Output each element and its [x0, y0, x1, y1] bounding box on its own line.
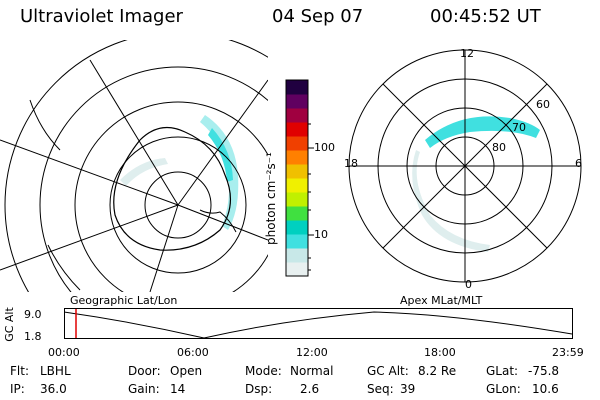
colorbar-band: [286, 150, 308, 165]
altitude-curve: [64, 311, 573, 339]
filter-value: LBHL: [40, 364, 71, 378]
altitude-ytick-min: 1.8: [24, 330, 42, 343]
mlat-label-80: 80: [492, 141, 506, 154]
colorbar-band: [286, 122, 308, 137]
colorbar-gradient: [286, 80, 308, 277]
mode-value: Normal: [290, 364, 334, 378]
colorbar-band: [286, 206, 308, 221]
meridian: [89, 59, 179, 206]
mlat-label-70: 70: [512, 121, 526, 134]
coastline: [29, 99, 61, 151]
gain-value: 14: [170, 382, 186, 396]
altitude-ytick-max: 9.0: [24, 308, 42, 321]
gain-label: Gain:: [128, 382, 160, 396]
altitude-plot-frame: [64, 308, 573, 339]
geographic-map: [0, 40, 268, 292]
colorbar-unit-label: photon cm⁻²s⁻¹: [264, 152, 278, 245]
colorbar-band: [286, 262, 308, 277]
lat-circle: [39, 66, 268, 292]
lat-circle: [144, 171, 212, 239]
colorbar-band: [286, 248, 308, 263]
meridian: [177, 79, 268, 206]
seq-value: 39: [400, 382, 416, 396]
altitude-xtick-2359: 23:59: [552, 346, 584, 359]
dsp-label: Dsp:: [245, 382, 273, 396]
colorbar-band: [286, 220, 308, 235]
glat-label: GLat:: [486, 364, 519, 378]
colorbar-frame: [285, 79, 309, 277]
ip-value: 36.0: [40, 382, 67, 396]
colorbar-band: [286, 94, 308, 109]
continent-outline: [113, 126, 231, 251]
colorbar-band: [286, 164, 308, 179]
instrument-title: Ultraviolet Imager: [20, 6, 183, 27]
lat-circle: [4, 40, 268, 292]
altitude-plot: [64, 308, 573, 339]
aurora-oval: [200, 115, 239, 230]
mlt-line: [382, 83, 548, 249]
mode-label: Mode:: [245, 364, 282, 378]
colorbar-tick-label-100: 100: [314, 141, 335, 154]
seq-label: Seq:: [367, 382, 394, 396]
lat-circle: [109, 136, 247, 274]
ip-label: IP:: [10, 382, 25, 396]
glat-value: -75.8: [528, 364, 560, 378]
meridian: [177, 204, 268, 241]
colorbar-tick-label-10: 10: [314, 228, 328, 241]
aurora-faint: [412, 150, 490, 252]
filter-label: Flt:: [10, 364, 29, 378]
colorbar-band: [286, 192, 308, 207]
magnetic-map-label: Apex MLat/MLT: [400, 294, 483, 307]
altitude-xtick-0600: 06:00: [177, 346, 209, 359]
gc-alt-label: GC Alt:: [367, 364, 409, 378]
colorbar-band: [286, 178, 308, 193]
colorbar-band: [286, 234, 308, 249]
altitude-xtick-1800: 18:00: [424, 346, 456, 359]
time-label: 00:45:52 UT: [430, 6, 541, 27]
altitude-ylabel: GC Alt: [2, 307, 16, 342]
colorbar-band: [286, 80, 308, 95]
door-value: Open: [170, 364, 203, 378]
geographic-map-label: Geographic Lat/Lon: [70, 294, 178, 307]
altitude-xtick-0000: 00:00: [48, 346, 80, 359]
colorbar: [285, 79, 314, 277]
lat-circle: [74, 101, 268, 292]
mlt-label-12: 12: [460, 47, 474, 60]
meridian: [0, 139, 179, 206]
coastline: [47, 244, 81, 291]
colorbar-band: [286, 136, 308, 151]
aurora-bright: [208, 128, 233, 182]
mlat-label-60: 60: [536, 98, 550, 111]
door-label: Door:: [128, 364, 161, 378]
date-label: 04 Sep 07: [272, 6, 364, 27]
meridian: [0, 204, 179, 271]
gc-alt-value: 8.2 Re: [418, 364, 457, 378]
dsp-value: 2.6: [300, 382, 320, 396]
meridian: [149, 204, 179, 292]
aurora-faint: [120, 158, 168, 186]
glon-label: GLon:: [486, 382, 521, 396]
mlt-label-0: 0: [465, 278, 472, 291]
mlt-label-18: 18: [344, 157, 358, 170]
altitude-xtick-1200: 12:00: [296, 346, 328, 359]
magnetic-map: [348, 49, 582, 283]
glon-value: 10.6: [532, 382, 559, 396]
coastline: [199, 209, 237, 233]
mlt-label-6: 6: [575, 157, 582, 170]
aurora-oval: [425, 116, 540, 148]
colorbar-band: [286, 108, 308, 123]
